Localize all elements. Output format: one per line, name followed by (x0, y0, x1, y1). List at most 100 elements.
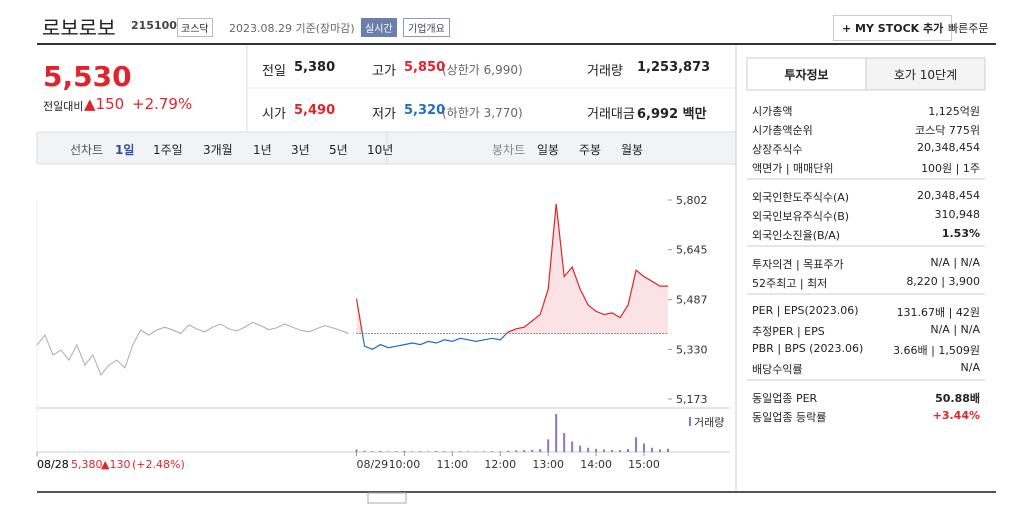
volume-bar (547, 439, 550, 452)
info-value: N/A | N/A (930, 323, 980, 336)
period-button[interactable]: 3년 (291, 143, 310, 157)
tab[interactable]: 투자정보 (784, 68, 829, 82)
volume-bar (571, 441, 574, 452)
volume-bar (435, 450, 438, 452)
summary-label: 거래대금 (587, 107, 635, 122)
mystock-button[interactable]: + MY STOCK 추가 (833, 15, 953, 41)
info-label: 동일업종 등락률 (752, 411, 827, 424)
candle-button[interactable]: 주봉 (579, 143, 602, 157)
summary-value: 6,992 백만 (637, 107, 707, 122)
change-label: 전일대비 (43, 100, 84, 113)
info-value: 131.67배 | 42원 (896, 306, 980, 319)
info-value: 코스닥 775위 (915, 124, 980, 137)
volume-bar (459, 451, 462, 452)
candle-button[interactable]: 일봉 (537, 143, 560, 157)
info-value: 1,125억원 (928, 105, 980, 118)
area-fill (356, 203, 668, 334)
volume-bar (419, 451, 422, 452)
info-value: 3.66배 | 1,509원 (893, 344, 980, 357)
y-tick-label: 5,330 (676, 343, 708, 356)
volume-bar (427, 451, 430, 452)
x-tick-label: 14:00 (580, 458, 612, 471)
volume-bar (667, 448, 669, 452)
candle-button[interactable]: 월봉 (621, 143, 644, 157)
volume-bar (651, 447, 654, 452)
summary-value: 5,490 (294, 103, 336, 118)
change-pct: +2.79% (132, 95, 193, 113)
price-line (36, 321, 349, 376)
volume-bar (387, 451, 390, 452)
stock-name: 로보로보 (42, 16, 116, 40)
summary-label: 시가 (262, 107, 286, 122)
info-value: 50.88배 (935, 392, 980, 405)
info-value: +3.44% (932, 409, 980, 422)
info-label: 외국인한도주식수(A) (752, 191, 850, 204)
summary-note: (상한가 6,990) (442, 63, 523, 77)
info-label: 추정PER | EPS (752, 325, 825, 338)
period-button[interactable]: 3개월 (203, 143, 233, 157)
info-value: N/A (960, 361, 980, 374)
overview-button[interactable]: 기업개요 (403, 18, 450, 37)
x-tick-label: 08/28 (37, 458, 69, 471)
x-tick-label: 10:00 (389, 458, 421, 471)
volume-bar (587, 447, 590, 452)
price-line-up (355, 203, 668, 334)
volume-bar (483, 451, 486, 452)
summary-value: 5,380 (294, 60, 336, 75)
info-label: 배당수익률 (752, 363, 803, 376)
realtime-badge[interactable]: 실시간 (361, 18, 397, 37)
info-label: 액면가 | 매매단위 (752, 162, 834, 175)
volume-bar (371, 451, 374, 452)
volume-bar (531, 449, 534, 452)
volume-bar (515, 450, 518, 452)
summary-note: (하한가 3,770) (442, 106, 523, 120)
summary-label: 전일 (262, 64, 286, 79)
expand-button[interactable] (367, 492, 407, 504)
volume-bar (595, 448, 598, 452)
info-value: 8,220 | 3,900 (906, 275, 980, 288)
period-button[interactable]: 5년 (329, 143, 348, 157)
volume-bar (451, 451, 454, 452)
volume-bar (411, 451, 414, 452)
info-value: 20,348,454 (917, 189, 980, 202)
period-button[interactable]: 1년 (253, 143, 272, 157)
summary-label: 저가 (372, 107, 396, 122)
volume-bar (507, 450, 510, 452)
info-label: 외국인보유주식수(B) (752, 210, 850, 223)
tab[interactable]: 호가 10단계 (893, 68, 958, 82)
x-tick-label: 08/29 (356, 458, 388, 471)
x-tick-label: 13:00 (532, 458, 564, 471)
volume-bar (555, 414, 558, 452)
info-label: PER | EPS(2023.06) (752, 304, 859, 317)
info-label: 시가총액순위 (752, 124, 813, 137)
x-tick-label: 15:00 (628, 458, 660, 471)
summary-value: 5,850 (404, 60, 446, 75)
change: ▲150 (84, 95, 125, 113)
candle-chart-label: 봉차트 (492, 143, 526, 157)
period-button[interactable]: 1일 (115, 143, 135, 157)
volume-bar (403, 450, 406, 452)
info-label: 시가총액 (752, 105, 793, 118)
y-tick-label: 5,173 (676, 393, 708, 406)
summary-label: 고가 (372, 64, 396, 79)
prev-change: ▲130 (101, 458, 131, 471)
period-button[interactable]: 10년 (367, 143, 394, 157)
x-tick-label: 11:00 (436, 458, 468, 471)
volume-bar (627, 449, 630, 452)
info-label: 52주최고 | 최저 (752, 277, 828, 290)
prev-close: 5,380 (71, 458, 103, 471)
x-tick-label: 12:00 (484, 458, 516, 471)
volume-bar (635, 437, 638, 452)
quick-order[interactable]: 빠른주문 (948, 22, 989, 35)
volume-bar (491, 451, 494, 452)
y-tick-label: 5,802 (676, 194, 708, 207)
period-button[interactable]: 1주일 (153, 143, 183, 157)
volume-bar (363, 450, 366, 452)
volume-bar (579, 445, 582, 452)
summary-value: 5,320 (404, 103, 446, 118)
volume-bar (611, 449, 614, 452)
info-label: PBR | BPS (2023.06) (752, 342, 864, 355)
info-label: 동일업종 PER (752, 392, 818, 405)
